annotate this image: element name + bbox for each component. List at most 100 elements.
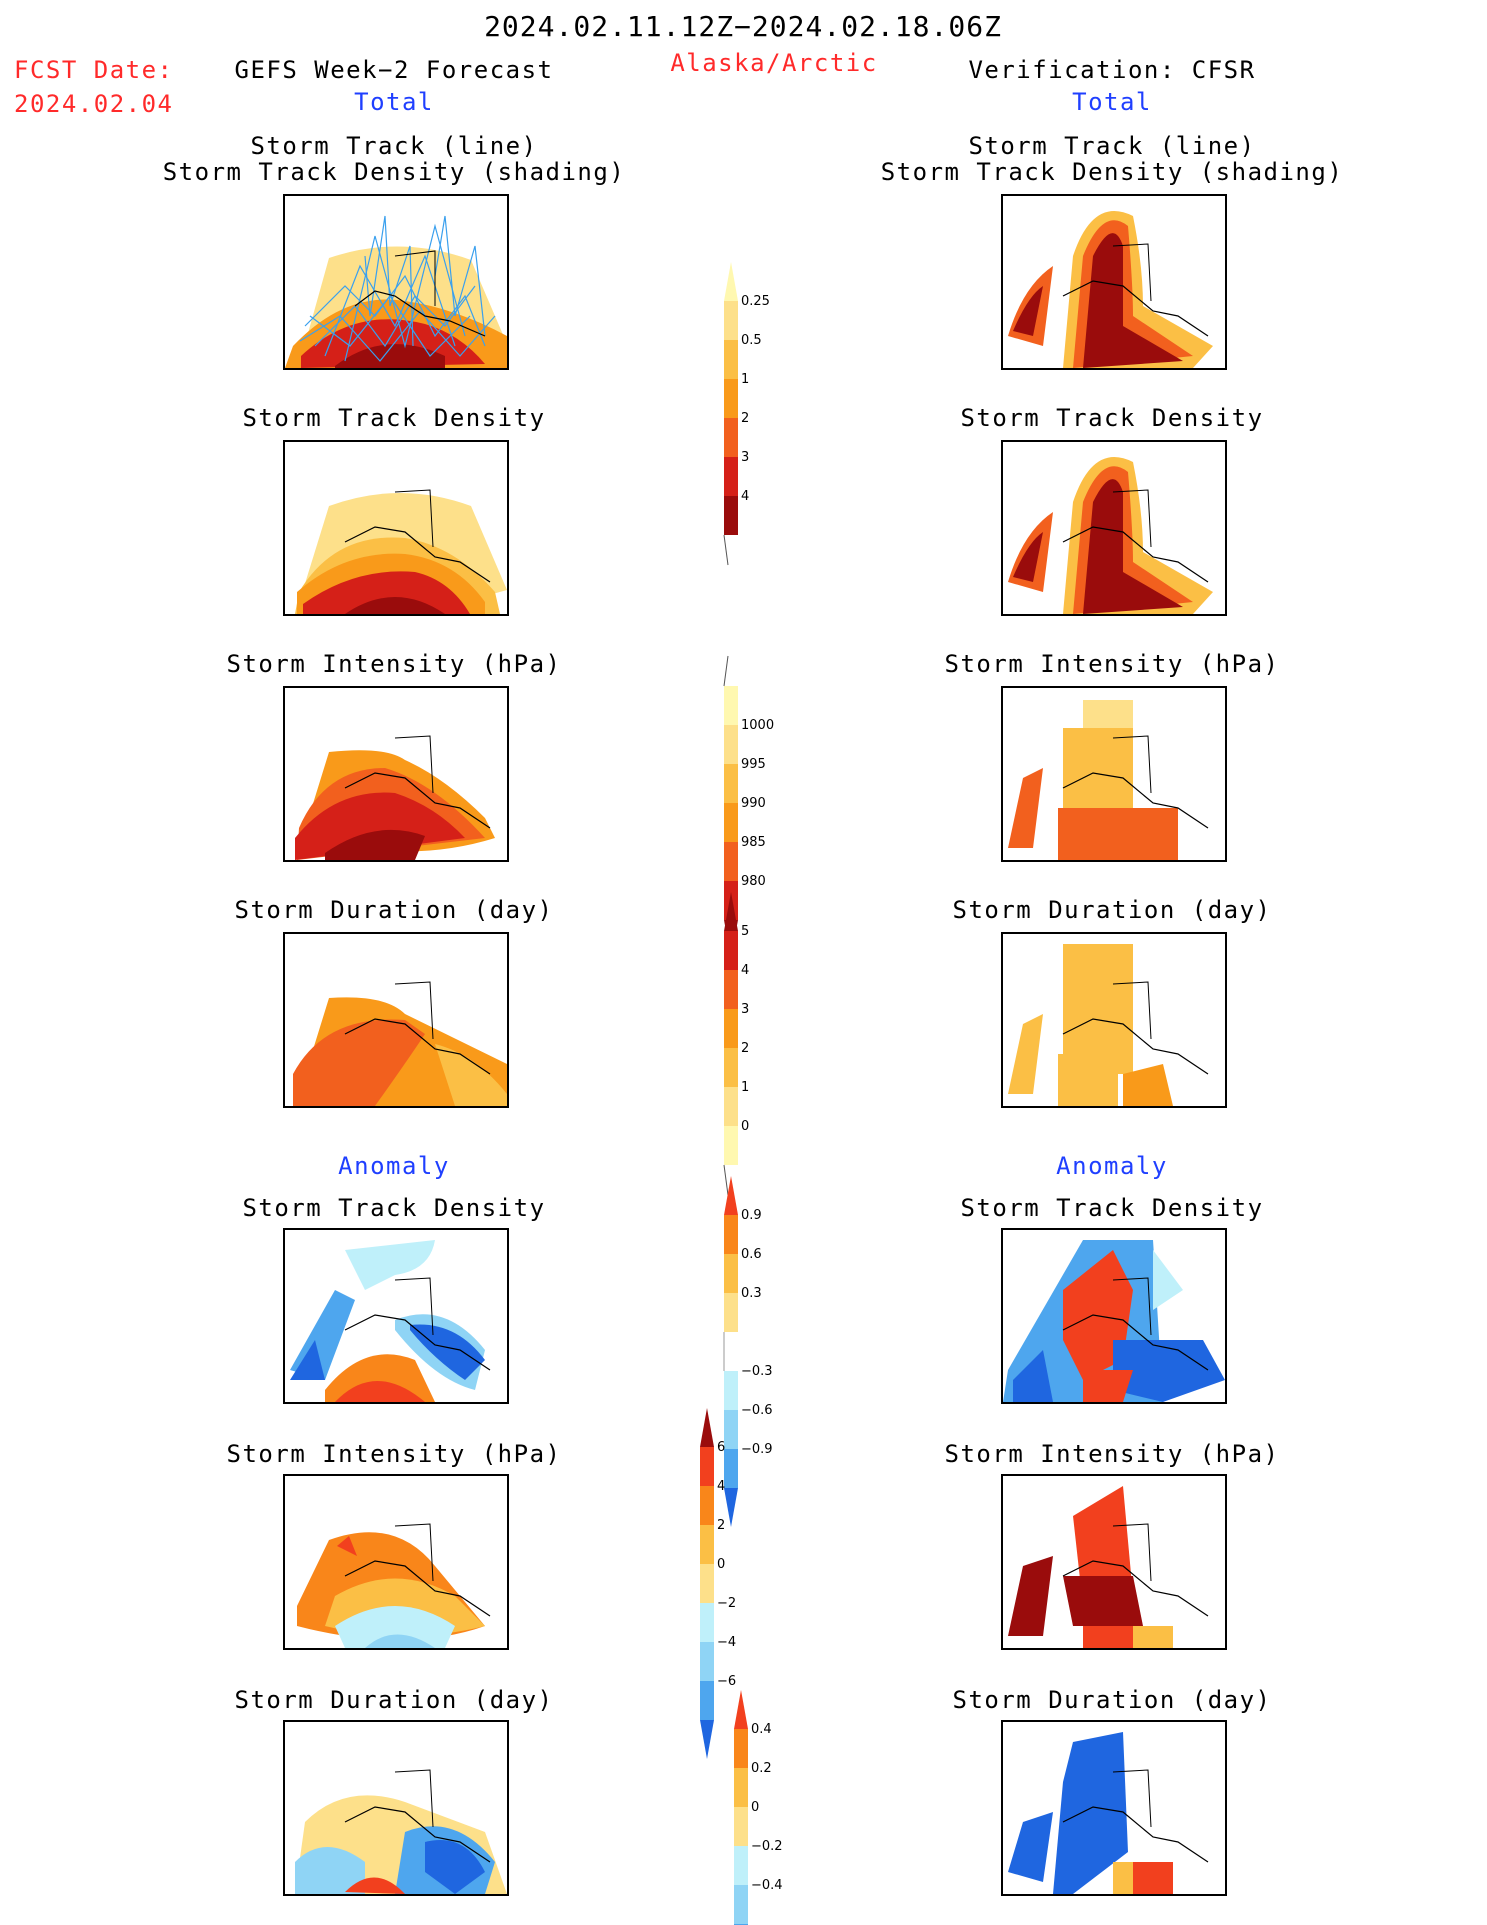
colorbar-band — [724, 1254, 738, 1293]
left-column-title: GEFS Week−2 Forecast — [234, 56, 554, 84]
colorbar-band — [700, 1525, 714, 1564]
colorbar-band — [734, 1690, 748, 1729]
title-l7: Storm Duration (day) — [234, 1686, 554, 1714]
fcst-date-value: 2024.02.04 — [14, 90, 174, 118]
colorbar-band — [724, 301, 738, 340]
colorbar-tick-label: −0.6 — [741, 1403, 773, 1418]
title-l3: Storm Intensity (hPa) — [226, 650, 562, 678]
colorbar-band — [724, 892, 738, 931]
title-r1b: Storm Track Density (shading) — [880, 158, 1344, 186]
colorbar-tick-label: 2 — [741, 411, 749, 426]
colorbar-tick-label: 3 — [741, 1002, 749, 1017]
colorbar-band — [724, 1176, 738, 1215]
colorbar-tick-label: −6 — [717, 1674, 736, 1689]
colorbar-band — [724, 931, 738, 970]
title-r1a: Storm Track (line) — [968, 132, 1256, 160]
title-l6: Storm Intensity (hPa) — [226, 1440, 562, 1468]
colorbar-tick-label: 0 — [741, 1119, 749, 1134]
colorbar-band — [724, 1371, 738, 1410]
colorbar-band — [724, 1332, 738, 1371]
title-r6: Storm Intensity (hPa) — [944, 1440, 1280, 1468]
colorbar-total-duration: 5 4 3 2 1 0 — [723, 892, 774, 1196]
left-anomaly-label: Anomaly — [338, 1152, 450, 1180]
colorbar-tick-label: 0 — [717, 1557, 725, 1572]
colorbar-tick-label: 0.9 — [741, 1208, 762, 1223]
colorbar-tick-label: 1000 — [741, 718, 774, 733]
colorbar-band — [734, 1846, 748, 1885]
map-forecast-density — [283, 440, 509, 616]
colorbar-tick-label: 995 — [741, 757, 766, 772]
colorbar-anomaly-density: 0.9 0.6 0.3 −0.3 −0.6 −0.9 — [723, 1176, 774, 1527]
colorbar-tick-label: 3 — [741, 450, 749, 465]
colorbar-tick-label: 1 — [741, 372, 749, 387]
colorbar-tick-label: −0.3 — [741, 1364, 773, 1379]
colorbar-tick-label: 990 — [741, 796, 766, 811]
title-r3: Storm Intensity (hPa) — [944, 650, 1280, 678]
title-l1a: Storm Track (line) — [250, 132, 538, 160]
colorbar-band — [724, 803, 738, 842]
map-forecast-duration-anomaly — [283, 1720, 509, 1896]
right-column-title: Verification: CFSR — [968, 56, 1256, 84]
colorbar-tick-label: −0.2 — [751, 1839, 783, 1854]
map-forecast-intensity — [283, 686, 509, 862]
colorbar-band — [724, 1449, 738, 1488]
colorbar-anomaly-duration: 0.4 0.2 0 −0.2 −0.4 — [734, 1690, 784, 1925]
colorbar-band — [724, 725, 738, 764]
colorbar-band — [724, 970, 738, 1009]
fcst-date-label: FCST Date: — [14, 56, 174, 84]
colorbar-band — [724, 1215, 738, 1254]
colorbar-band — [700, 1486, 714, 1525]
colorbar-band — [734, 1885, 748, 1924]
title-r2: Storm Track Density — [960, 404, 1264, 432]
colorbar-tick-label: −4 — [717, 1635, 736, 1650]
colorbar-tail — [723, 655, 729, 687]
colorbar-band — [700, 1603, 714, 1642]
colorbar-band — [724, 1126, 738, 1165]
colorbar-tick-label: 4 — [717, 1479, 725, 1494]
colorbar-tail — [723, 1164, 729, 1196]
colorbar-tick-label: 5 — [741, 924, 749, 939]
title-l1b: Storm Track Density (shading) — [162, 158, 626, 186]
colorbar-tick-label: 980 — [741, 874, 766, 889]
colorbar-total-density: 0.25 0.5 1 2 3 4 — [723, 262, 774, 566]
colorbar-tick-label: 0.6 — [741, 1247, 762, 1262]
colorbar-band — [700, 1408, 714, 1447]
colorbar-band — [724, 764, 738, 803]
map-verification-duration-anomaly — [1001, 1720, 1227, 1896]
right-anomaly-label: Anomaly — [1056, 1152, 1168, 1180]
colorbar-tick-label: 0.5 — [741, 333, 762, 348]
colorbar-band — [700, 1447, 714, 1486]
colorbar-tick-label: 4 — [741, 963, 749, 978]
colorbar-band — [724, 1009, 738, 1048]
map-verification-duration — [1001, 932, 1227, 1108]
colorbar-band — [700, 1681, 714, 1720]
colorbar-band — [700, 1720, 714, 1759]
title-r7: Storm Duration (day) — [952, 1686, 1272, 1714]
colorbar-tick-label: 0.25 — [741, 294, 770, 309]
colorbar-band — [724, 842, 738, 881]
colorbar-tick-label: 0 — [751, 1800, 759, 1815]
colorbar-anomaly-intensity: 6 4 2 0 −2 −4 −6 — [700, 1408, 750, 1759]
colorbar-tick-label: 6 — [717, 1440, 725, 1455]
colorbar-band — [724, 686, 738, 725]
colorbar-band — [724, 1087, 738, 1126]
colorbar-band — [724, 379, 738, 418]
map-forecast-density-anomaly — [283, 1228, 509, 1404]
title-l4: Storm Duration (day) — [234, 896, 554, 924]
map-verification-track — [1001, 194, 1227, 370]
colorbar-band — [734, 1807, 748, 1846]
right-total-label: Total — [1072, 88, 1152, 116]
map-forecast-duration — [283, 932, 509, 1108]
region-title: Alaska/Arctic — [670, 49, 878, 77]
colorbar-tick-label: 0.3 — [741, 1286, 762, 1301]
map-verification-density-anomaly — [1001, 1228, 1227, 1404]
colorbar-band — [724, 340, 738, 379]
colorbar-band — [724, 1048, 738, 1087]
colorbar-tick-label: 0.2 — [751, 1761, 772, 1776]
title-l5: Storm Track Density — [242, 1194, 546, 1222]
map-verification-intensity — [1001, 686, 1227, 862]
colorbar-band — [724, 496, 738, 535]
colorbar-band — [724, 262, 738, 301]
colorbar-tick-label: 2 — [717, 1518, 725, 1533]
colorbar-band — [734, 1729, 748, 1768]
